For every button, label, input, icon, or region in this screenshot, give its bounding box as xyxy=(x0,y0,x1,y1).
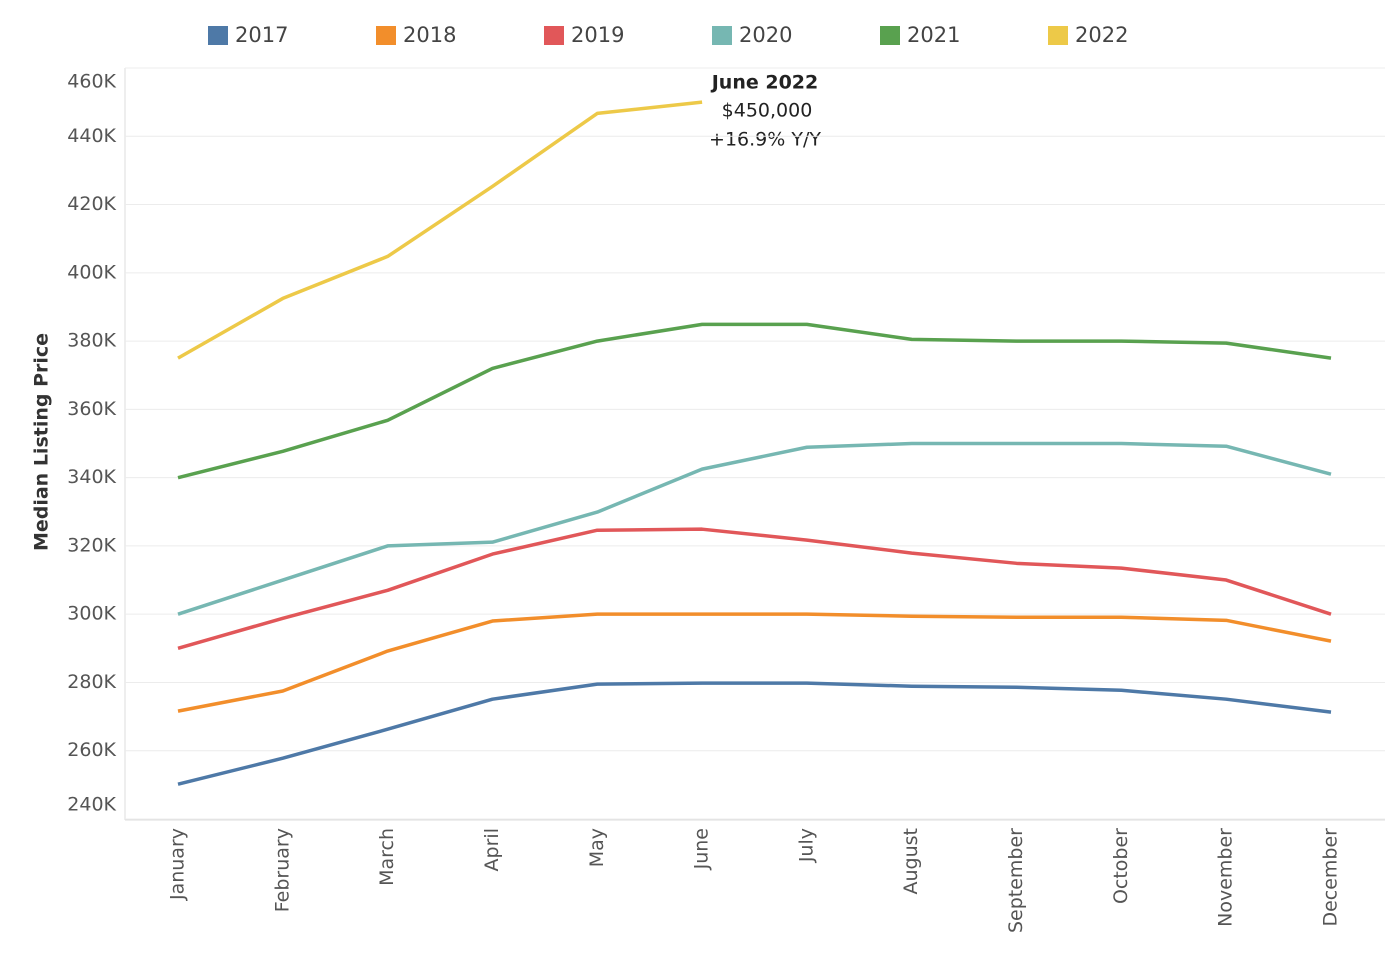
annotation-change: +16.9% Y/Y xyxy=(709,129,821,151)
x-tick-label: June xyxy=(691,828,713,870)
legend-swatch xyxy=(880,26,900,45)
x-tick-label: October xyxy=(1110,828,1132,904)
series-line xyxy=(177,100,703,360)
legend-swatch xyxy=(712,26,732,45)
y-tick-label: 460K xyxy=(67,71,116,93)
x-tick-label: September xyxy=(1005,828,1027,933)
legend-swatch xyxy=(1048,26,1068,45)
x-tick-label: August xyxy=(900,828,922,895)
x-tick-label: January xyxy=(167,828,189,901)
y-tick-label: 240K xyxy=(67,794,116,816)
y-tick-label: 400K xyxy=(67,261,116,283)
x-tick-label: April xyxy=(481,828,503,871)
series-line xyxy=(177,441,1332,616)
series-line xyxy=(177,322,1332,480)
y-tick-label: 340K xyxy=(67,466,116,488)
series-line xyxy=(177,612,1332,713)
legend-label: 2019 xyxy=(571,23,624,47)
legend-label: 2020 xyxy=(739,23,792,47)
y-tick-label: 360K xyxy=(67,398,116,420)
x-tick-label: May xyxy=(586,828,608,867)
x-tick-label: March xyxy=(376,828,398,886)
y-tick-label: 380K xyxy=(67,330,116,352)
legend-label: 2022 xyxy=(1075,23,1128,47)
x-tick-label: December xyxy=(1320,828,1342,927)
annotation-value: $450,000 xyxy=(722,100,813,122)
y-tick-label: 320K xyxy=(67,534,116,556)
x-tick-label: November xyxy=(1215,828,1237,927)
annotation-title: June 2022 xyxy=(710,72,819,94)
series-line xyxy=(177,527,1332,651)
y-tick-label: 280K xyxy=(67,671,116,693)
series-line xyxy=(177,681,1332,786)
y-tick-label: 260K xyxy=(67,739,116,761)
legend-label: 2017 xyxy=(235,23,288,47)
legend-label: 2018 xyxy=(403,23,456,47)
x-tick-label: July xyxy=(795,828,817,863)
legend-swatch xyxy=(544,26,564,45)
legend-label: 2021 xyxy=(907,23,960,47)
y-tick-label: 440K xyxy=(67,125,116,147)
y-tick-label: 300K xyxy=(67,603,116,625)
legend-swatch xyxy=(376,26,396,45)
y-tick-label: 420K xyxy=(67,193,116,215)
legend-swatch xyxy=(208,26,228,45)
x-tick-label: February xyxy=(271,828,293,912)
y-axis-title: Median Listing Price xyxy=(31,333,53,551)
